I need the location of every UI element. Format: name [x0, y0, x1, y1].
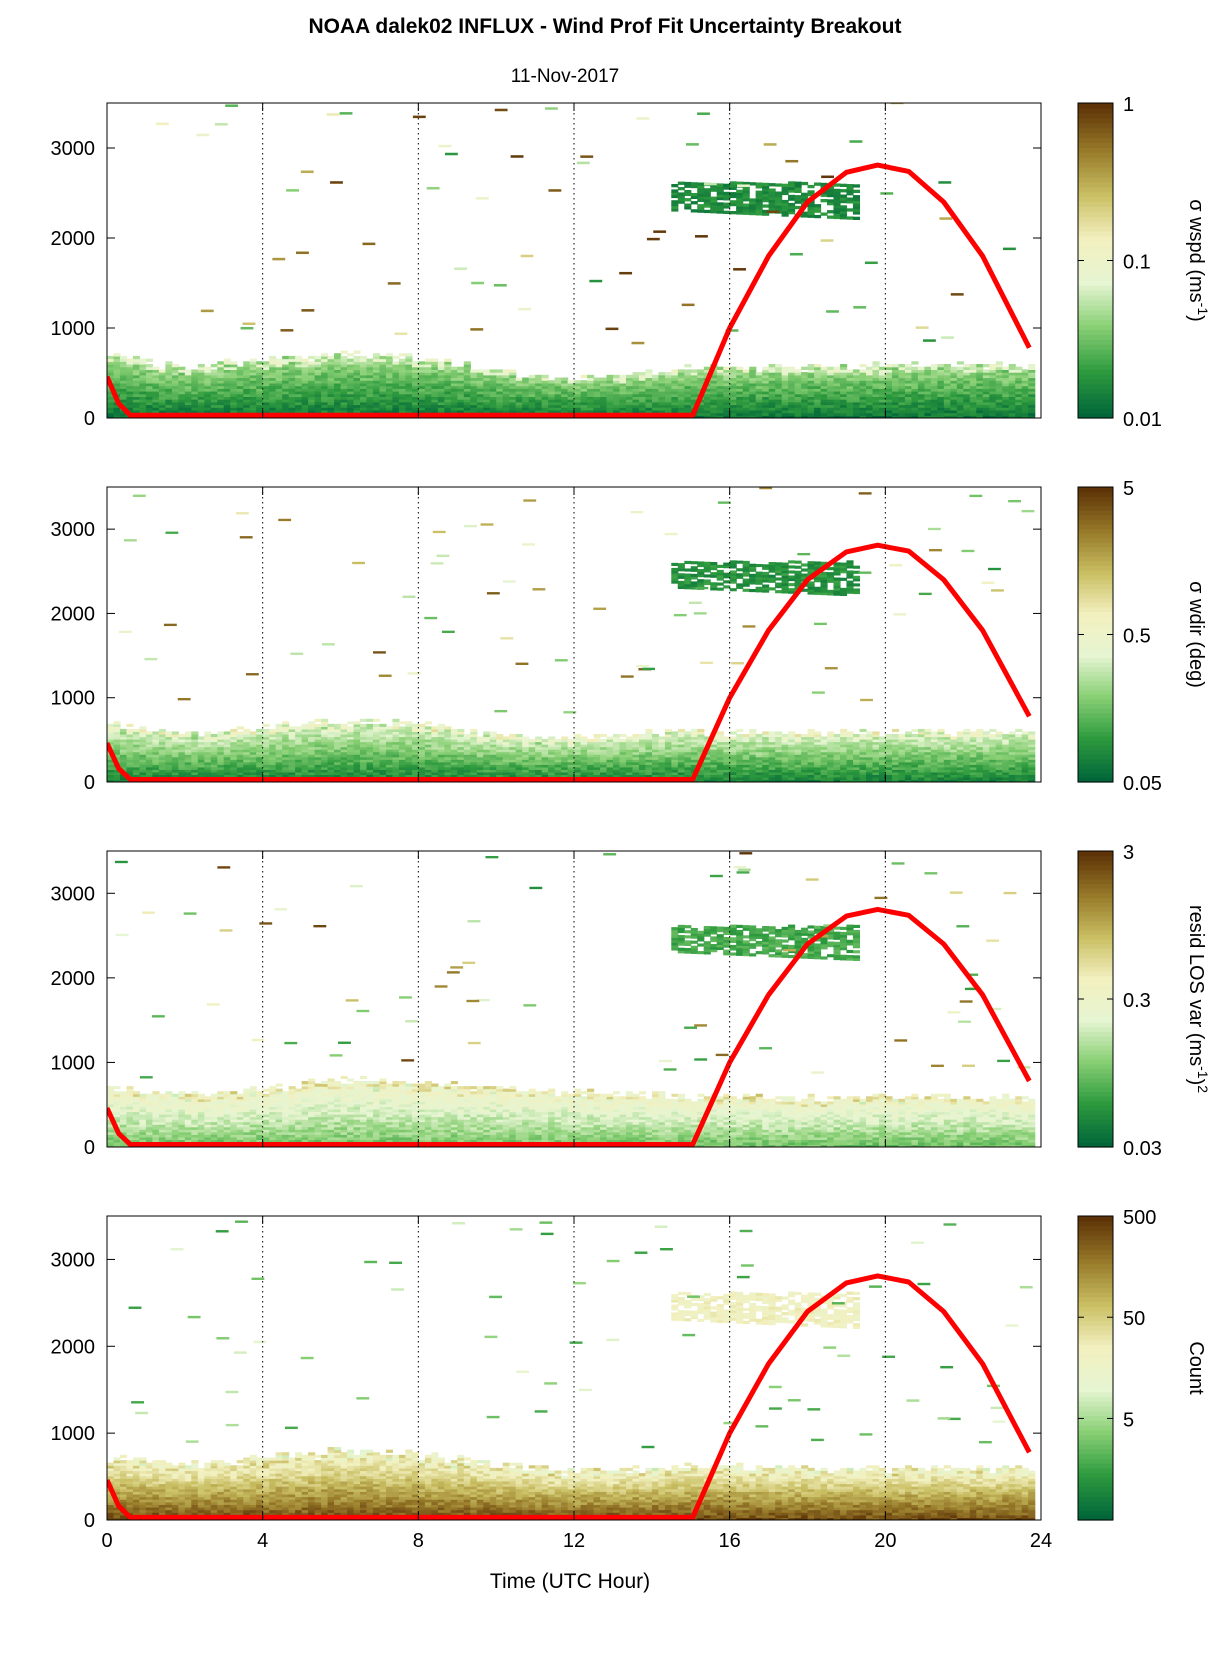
x-tick-label: 8	[413, 1530, 424, 1552]
panel-2: 0 1000 2000 3000 5 0.5 0.05 σ wdir (deg)	[51, 478, 1208, 795]
x-tick-label: 4	[257, 1530, 268, 1552]
panel-3: 0 1000 2000 3000 3 0.3 0.03 resid LOS var (ms-1…	[51, 842, 1212, 1160]
heatmap-cells	[107, 487, 1036, 782]
colorbar-tick-label: 5	[1123, 478, 1134, 500]
figure-subtitle: 11-Nov-2017	[511, 66, 619, 87]
y-tick-label: 3000	[51, 138, 96, 160]
colorbar: 3 0.3 0.03 resid LOS var (ms-1)2	[1077, 842, 1211, 1160]
y-tick-label: 2000	[51, 228, 96, 250]
x-tick-label: 20	[874, 1530, 896, 1552]
y-tick-label: 2000	[51, 1336, 96, 1358]
colorbar-tick-label: 0.3	[1123, 990, 1151, 1012]
colorbar-tick-label: 0.01	[1123, 409, 1162, 431]
y-tick-label: 1000	[51, 1052, 96, 1074]
y-tick-label: 3000	[51, 1249, 96, 1271]
colorbar-label: Count	[1185, 1341, 1207, 1395]
colorbar-tick-label: 0.03	[1123, 1138, 1162, 1160]
colorbar-tick-label: 3	[1123, 842, 1134, 864]
colorbar-tick-label: 5	[1123, 1409, 1134, 1431]
colorbar-label: σ wspd (ms-1)	[1185, 199, 1211, 322]
y-tick-label: 1000	[51, 1423, 96, 1445]
y-tick-label: 3000	[51, 883, 96, 905]
sun-elevation-curve	[107, 1273, 1032, 1520]
panel-4: 0 4 8 12 16 20 24 0 1000 2000 3000 500 50 5 Count	[51, 1207, 1208, 1552]
y-tick-label: 0	[84, 1510, 95, 1532]
y-tick-label: 2000	[51, 603, 96, 625]
sun-elevation-curve	[107, 542, 1032, 782]
y-tick-label: 2000	[51, 968, 96, 990]
y-tick-label: 3000	[51, 519, 96, 541]
figure-title: NOAA dalek02 INFLUX - Wind Prof Fit Unce…	[309, 15, 902, 38]
y-tick-label: 0	[84, 772, 95, 794]
x-tick-label: 16	[719, 1530, 741, 1552]
y-tick-label: 0	[84, 408, 95, 430]
colorbar-tick-label: 0.05	[1123, 773, 1162, 795]
x-tick-label: 24	[1030, 1530, 1052, 1552]
x-tick-label: 0	[101, 1530, 112, 1552]
sun-elevation-curve	[107, 162, 1032, 418]
y-tick-label: 0	[84, 1137, 95, 1159]
y-tick-label: 1000	[51, 318, 96, 340]
colorbar-tick-label: 500	[1123, 1207, 1156, 1229]
colorbar: 1 0.1 0.01 σ wspd (ms-1)	[1077, 94, 1211, 431]
colorbar: 500 50 5 Count	[1077, 1207, 1207, 1521]
colorbar-label: resid LOS var (ms-1)2	[1185, 905, 1211, 1093]
colorbar-tick-label: 50	[1123, 1308, 1145, 1330]
y-tick-label: 1000	[51, 688, 96, 710]
heatmap-cells	[107, 103, 1036, 418]
colorbar: 5 0.5 0.05 σ wdir (deg)	[1077, 478, 1207, 795]
panel-1: 0 1000 2000 3000 1 0.1 0.01 σ wspd (ms-1)	[51, 94, 1212, 431]
x-axis-label: Time (UTC Hour)	[490, 1570, 650, 1593]
colorbar-tick-label: 0.5	[1123, 626, 1151, 648]
x-tick-label: 12	[563, 1530, 585, 1552]
heatmap-cells	[107, 1220, 1036, 1520]
sun-elevation-curve	[107, 906, 1032, 1147]
colorbar-label: σ wdir (deg)	[1185, 581, 1207, 688]
heatmap-cells	[107, 852, 1036, 1147]
colorbar-tick-label: 1	[1123, 94, 1134, 116]
colorbar-tick-label: 0.1	[1123, 252, 1151, 274]
